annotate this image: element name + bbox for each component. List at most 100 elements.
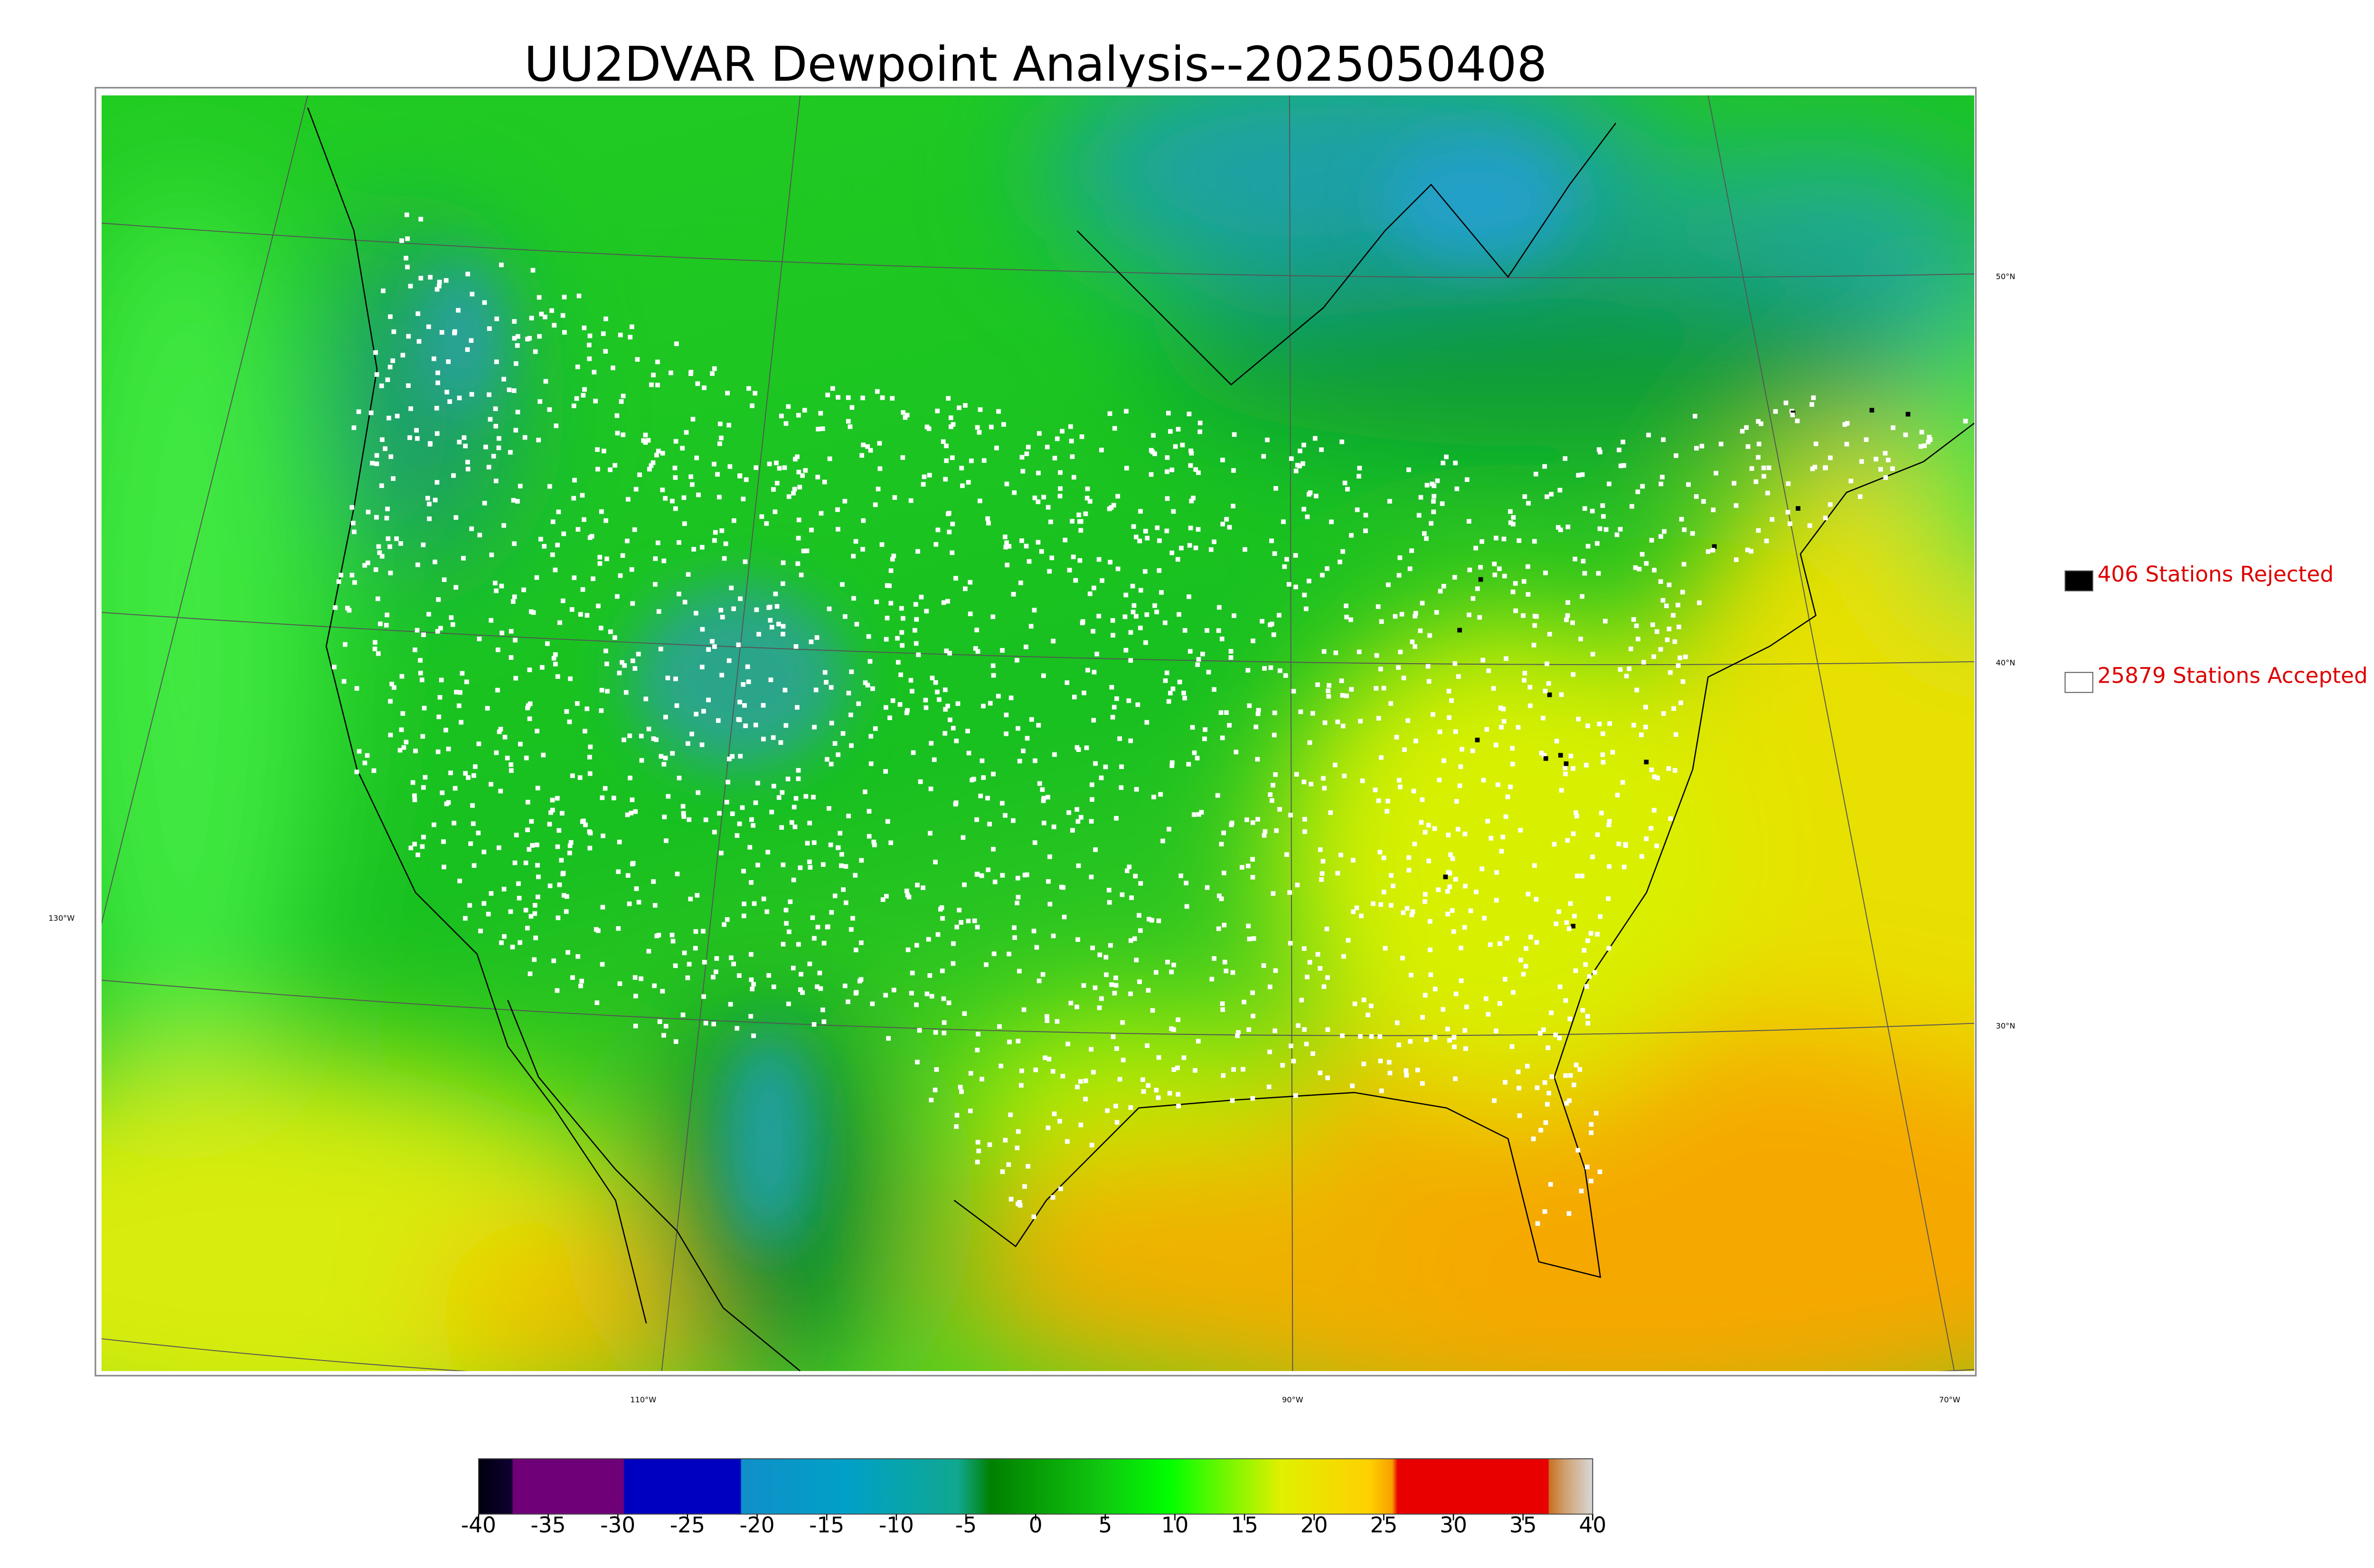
station-marker	[1103, 764, 1108, 770]
station-marker	[1126, 698, 1131, 703]
station-marker	[1534, 940, 1539, 945]
station-marker	[814, 635, 820, 640]
station-marker	[712, 538, 717, 543]
station-marker	[767, 604, 772, 610]
station-marker	[1518, 827, 1523, 833]
station-marker	[1017, 759, 1022, 764]
station-marker	[463, 771, 468, 776]
station-marker	[1518, 958, 1523, 963]
station-marker	[630, 601, 635, 606]
station-marker	[372, 647, 377, 651]
station-marker	[496, 647, 500, 652]
station-marker	[487, 326, 492, 331]
station-marker	[1535, 1085, 1540, 1090]
station-marker	[1344, 614, 1349, 620]
station-marker	[1277, 807, 1282, 812]
station-marker	[439, 330, 444, 335]
station-marker	[1558, 527, 1563, 532]
station-marker	[772, 509, 778, 514]
station-marker	[1576, 473, 1581, 478]
station-marker	[788, 899, 793, 904]
dry-pockets	[423, 138, 1570, 1247]
station-marker	[1542, 1080, 1547, 1085]
station-marker	[1080, 620, 1085, 625]
station-marker	[1563, 1073, 1568, 1078]
station-marker	[1043, 1055, 1047, 1061]
station-marker	[1078, 519, 1083, 524]
station-marker	[1124, 466, 1129, 471]
station-marker	[470, 803, 475, 808]
station-marker	[557, 620, 562, 625]
station-marker	[1189, 498, 1194, 504]
station-marker	[1307, 960, 1312, 965]
station-marker	[1040, 972, 1046, 977]
station-marker	[1438, 589, 1443, 594]
station-marker	[584, 613, 590, 618]
station-marker	[391, 329, 396, 334]
station-marker	[1124, 409, 1129, 414]
station-marker	[981, 775, 986, 780]
station-marker	[1092, 669, 1097, 675]
station-marker	[446, 359, 451, 364]
station-marker	[1199, 810, 1204, 815]
station-marker	[629, 810, 634, 816]
station-marker	[1176, 427, 1181, 432]
station-marker	[846, 691, 851, 695]
station-marker	[656, 932, 661, 938]
station-marker	[521, 587, 526, 592]
station-marker	[1045, 1018, 1050, 1023]
station-marker	[1065, 680, 1070, 685]
station-marker	[677, 775, 682, 780]
station-marker	[1052, 1111, 1057, 1117]
station-marker	[680, 1012, 686, 1017]
station-marker	[494, 359, 499, 365]
station-marker	[529, 316, 534, 320]
station-marker	[548, 810, 553, 815]
station-marker	[718, 608, 724, 613]
station-marker	[688, 896, 693, 901]
station-marker	[1470, 748, 1475, 753]
station-marker	[933, 1030, 938, 1035]
station-marker	[1032, 608, 1037, 613]
station-marker	[499, 940, 504, 945]
station-marker	[975, 425, 980, 430]
station-marker	[808, 865, 813, 870]
station-marker	[1554, 739, 1559, 744]
station-marker	[625, 812, 630, 817]
station-marker	[900, 455, 905, 460]
station-marker	[456, 703, 462, 708]
station-marker	[1196, 657, 1201, 662]
station-marker	[1683, 654, 1688, 659]
station-marker	[1492, 1098, 1497, 1103]
station-marker	[482, 300, 487, 305]
station-marker	[509, 762, 514, 767]
station-marker	[434, 480, 440, 485]
station-marker	[1192, 750, 1197, 755]
station-marker	[1305, 514, 1310, 519]
station-marker	[559, 858, 564, 863]
station-marker	[550, 807, 555, 813]
station-marker	[1468, 908, 1473, 913]
station-marker	[1271, 632, 1276, 637]
station-marker	[525, 827, 530, 833]
station-marker	[957, 405, 961, 410]
station-marker	[1475, 586, 1480, 592]
station-marker	[1595, 541, 1600, 546]
station-marker	[1564, 617, 1569, 622]
station-marker	[1564, 761, 1569, 766]
station-marker	[1007, 1039, 1012, 1044]
station-marker	[1538, 1127, 1544, 1133]
station-marker	[701, 994, 707, 999]
station-marker	[1271, 891, 1276, 896]
station-marker	[836, 526, 840, 532]
station-marker	[996, 694, 1001, 699]
station-marker	[1357, 474, 1361, 479]
station-marker	[1766, 465, 1771, 470]
station-marker	[999, 1063, 1004, 1069]
station-marker	[691, 547, 696, 552]
station-marker	[1273, 968, 1278, 973]
station-marker	[567, 843, 573, 848]
station-marker	[1658, 579, 1663, 584]
station-marker	[725, 779, 730, 785]
station-marker	[385, 377, 390, 382]
